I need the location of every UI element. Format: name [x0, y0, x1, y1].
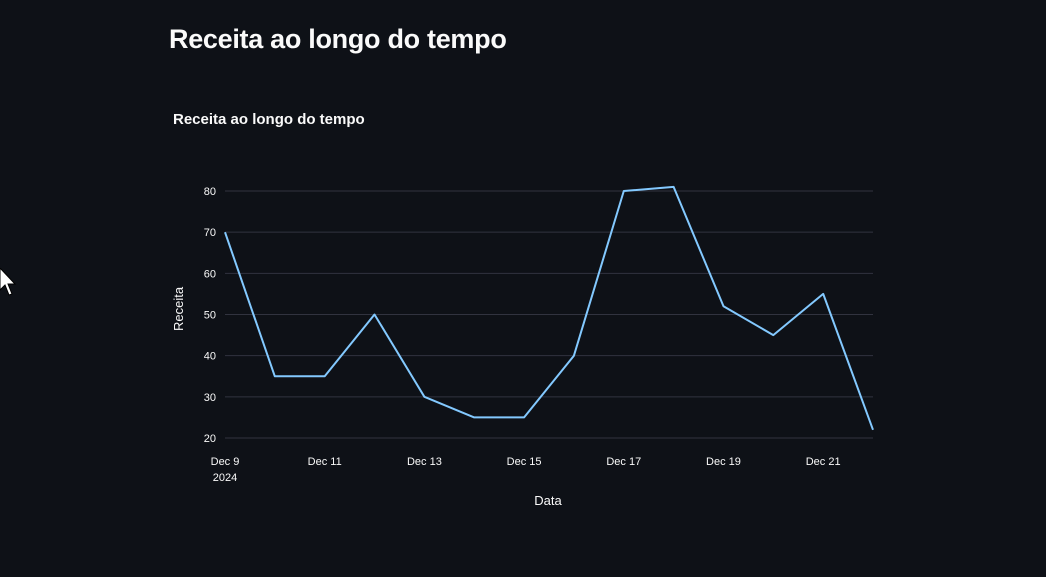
series-layer: [219, 181, 879, 436]
x-tick-label: Dec 9: [211, 456, 240, 468]
chart-title: Receita ao longo do tempo: [173, 111, 365, 128]
data-point[interactable]: [468, 411, 480, 423]
y-tick-label: 20: [204, 433, 216, 445]
data-point[interactable]: [668, 181, 680, 193]
data-point[interactable]: [518, 411, 530, 423]
grid-lines: [225, 190, 873, 439]
y-axis-label: Receita: [171, 286, 186, 331]
x-axis-label: Data: [534, 493, 562, 508]
data-point[interactable]: [717, 300, 729, 312]
data-point[interactable]: [568, 350, 580, 362]
data-point[interactable]: [418, 391, 430, 403]
data-point[interactable]: [867, 424, 879, 436]
y-axis-ticks: 20 30 40 50 60 70 80: [204, 186, 216, 445]
x-tick-label: Dec 21: [806, 456, 841, 468]
x-tick-label: Dec 19: [706, 456, 741, 468]
x-tick-sublabel: 2024: [213, 472, 237, 484]
mouse-cursor-icon: [0, 268, 17, 296]
data-point[interactable]: [319, 370, 331, 382]
page-title: Receita ao longo do tempo: [169, 24, 507, 54]
x-axis-ticks: Dec 9 2024 Dec 11 Dec 13 Dec 15 Dec 17 Dec 19 D…: [211, 456, 841, 484]
series-line[interactable]: [224, 185, 874, 431]
x-tick-label: Dec 13: [407, 456, 442, 468]
y-tick-label: 40: [204, 351, 216, 363]
data-point[interactable]: [767, 329, 779, 341]
data-point[interactable]: [219, 226, 231, 238]
data-point[interactable]: [369, 309, 381, 321]
y-tick-label: 60: [204, 268, 216, 280]
y-tick-label: 30: [204, 392, 216, 404]
y-tick-label: 80: [204, 186, 216, 198]
x-tick-label: Dec 11: [308, 456, 342, 468]
y-tick-label: 70: [204, 227, 216, 239]
data-point[interactable]: [817, 288, 829, 300]
data-point[interactable]: [269, 370, 281, 382]
x-tick-label: Dec 17: [606, 456, 641, 468]
x-tick-label: Dec 15: [507, 456, 542, 468]
y-tick-label: 50: [204, 310, 216, 322]
data-point[interactable]: [618, 185, 630, 197]
